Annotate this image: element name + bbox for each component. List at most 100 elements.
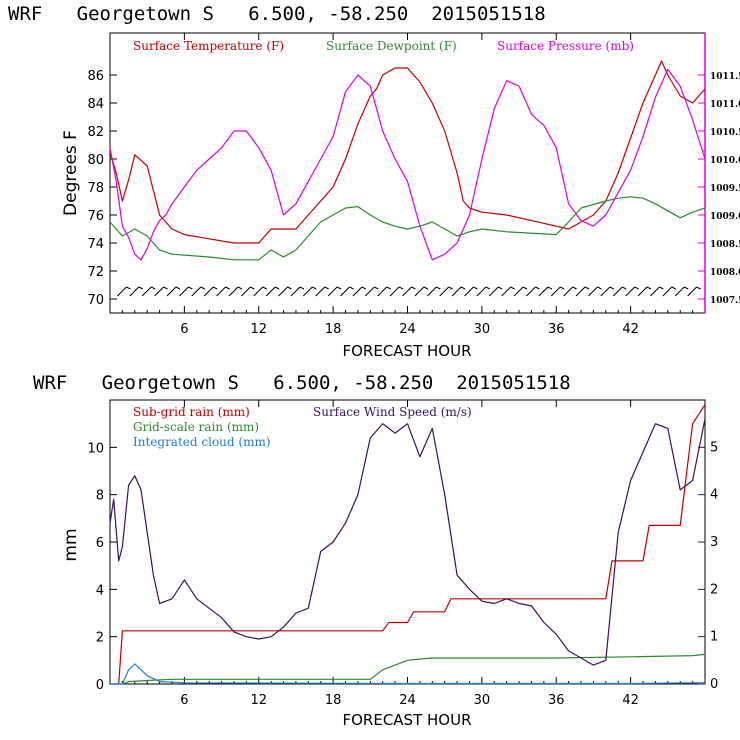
panel1-ylabel: Degrees F: [61, 130, 81, 216]
legend-integrated-cloud: Integrated cloud (mm): [133, 435, 271, 449]
panel1-ytick-label: 76: [87, 209, 104, 224]
panel2-ytick-label: 10: [87, 441, 104, 456]
series-line-surface-pressure: [109, 68, 706, 261]
legend-surface-dewpoint: Surface Dewpoint (F): [326, 39, 457, 53]
wind-barbs: [117, 286, 701, 297]
wind-barb: [612, 286, 623, 297]
wind-barb: [290, 286, 301, 297]
wind-barb: [439, 286, 450, 297]
series-line-surface-wind-speed: [109, 418, 706, 666]
wind-barb: [166, 286, 177, 297]
series-line-surface-temperature: [109, 60, 706, 244]
wind-barb-flag: [423, 286, 429, 290]
panel1-ytick-label: 70: [87, 293, 104, 308]
panel2-xtick-label: 36: [548, 693, 565, 708]
wind-barb: [464, 286, 474, 297]
panel1-y2tick-label: 1008.0: [710, 268, 740, 278]
wind-barb: [203, 286, 214, 297]
wind-barb-flag: [671, 286, 677, 290]
wind-barb-flag: [361, 286, 367, 290]
panel1-y2tick-label: 1010.5: [710, 128, 740, 138]
wind-barb-flag: [683, 286, 689, 290]
wind-barb: [154, 286, 164, 297]
panel2-title: WRF Georgetown S 6.500, -58.250 20150515…: [33, 372, 571, 394]
wind-barb-flag: [200, 286, 205, 290]
wind-barb: [352, 286, 363, 297]
wind-barb-flag: [237, 286, 243, 290]
wind-barb: [674, 286, 685, 297]
wind-barb-flag: [460, 286, 466, 290]
wind-barb: [600, 286, 611, 297]
panel2-y2tick-label: 3: [710, 535, 718, 550]
wind-barb-flag: [225, 286, 230, 290]
wind-barb: [451, 286, 462, 297]
panel2-xtick-label: 42: [622, 693, 639, 708]
wind-barb: [563, 286, 573, 297]
legend-surface-pressure: Surface Pressure (mb): [497, 39, 634, 53]
series-line-surface-dewpoint: [109, 196, 706, 261]
panel1-ytick-label: 80: [87, 153, 104, 168]
panel1-y2tick-label: 1011.5: [710, 72, 740, 82]
wind-barb-flag: [634, 286, 639, 290]
series-line-sub-grid-rain: [110, 404, 706, 685]
wind-barb-flag: [622, 286, 627, 290]
wind-barb-flag: [188, 286, 193, 290]
wind-barb-flag: [411, 286, 416, 290]
panel1-y2tick-label: 1011.0: [710, 100, 740, 110]
panel2-y2tick-label: 5: [710, 440, 718, 455]
panel2-ytick-label: 6: [96, 536, 104, 551]
wind-barb: [476, 286, 487, 297]
wind-barb-flag: [696, 286, 701, 290]
wind-barb: [265, 286, 276, 297]
panel2-y2tick-label: 2: [710, 582, 718, 597]
panel1-ytick-label: 86: [87, 69, 104, 84]
wind-barb-flag: [274, 286, 280, 290]
panel2-y2tick-label: 4: [710, 488, 718, 503]
panel1-xtick-label: 18: [325, 322, 342, 337]
wind-barb: [228, 286, 239, 297]
wind-barb: [538, 286, 549, 297]
temperature-panel: WRF Georgetown S 6.500, -58.250 20150515…: [8, 3, 740, 360]
wind-barb-flag: [386, 286, 391, 290]
legend-surface-wind-speed: Surface Wind Speed (m/s): [313, 405, 472, 419]
panel1-xtick-label: 6: [180, 322, 188, 337]
panel1-ytick-label: 84: [87, 97, 104, 112]
wind-barb: [389, 286, 400, 297]
panel2-xtick-label: 18: [325, 693, 342, 708]
panel1-y2tick-label: 1008.5: [710, 240, 740, 250]
series-line-grid-scale-rain: [110, 653, 706, 685]
wind-barb: [377, 286, 388, 297]
panel2-ytick-label: 0: [96, 678, 104, 693]
legend-sub-grid-rain: Sub-grid rain (mm): [133, 405, 250, 419]
panel1-xtick-label: 12: [250, 322, 267, 337]
panel2-xtick-label: 24: [399, 693, 416, 708]
wind-barb-flag: [312, 286, 317, 290]
wind-barb-flag: [262, 286, 267, 290]
panel1-ytick-label: 82: [87, 125, 104, 140]
wind-barb-flag: [349, 286, 354, 290]
wind-barb-flag: [659, 286, 664, 290]
wind-barb-flag: [436, 286, 441, 290]
wind-barb: [526, 286, 536, 297]
wind-barb-flag: [126, 286, 131, 290]
wind-barb-flag: [448, 286, 453, 290]
legend-grid-scale-rain: Grid-scale rain (mm): [133, 420, 259, 434]
wind-barb-flag: [597, 286, 602, 290]
wind-barb: [179, 286, 189, 297]
wind-barb-flag: [398, 286, 404, 290]
wind-barb: [278, 286, 288, 297]
panel2-ytick-label: 4: [96, 583, 104, 598]
panel2-y2tick-label: 1: [710, 630, 718, 645]
wind-barb: [637, 286, 648, 297]
panel2-xtick-label: 30: [474, 693, 491, 708]
wind-barb-flag: [560, 286, 565, 290]
panel2-ytick-label: 2: [96, 631, 104, 646]
panel2-ylabel: mm: [61, 528, 81, 561]
panel1-frame: [109, 32, 706, 314]
wind-barb-flag: [572, 286, 577, 290]
panel2-ytick-label: 8: [96, 489, 104, 504]
wind-barb: [241, 286, 251, 297]
panel1-title: WRF Georgetown S 6.500, -58.250 20150515…: [8, 3, 546, 25]
wind-barb: [327, 286, 338, 297]
wind-barb: [662, 286, 673, 297]
